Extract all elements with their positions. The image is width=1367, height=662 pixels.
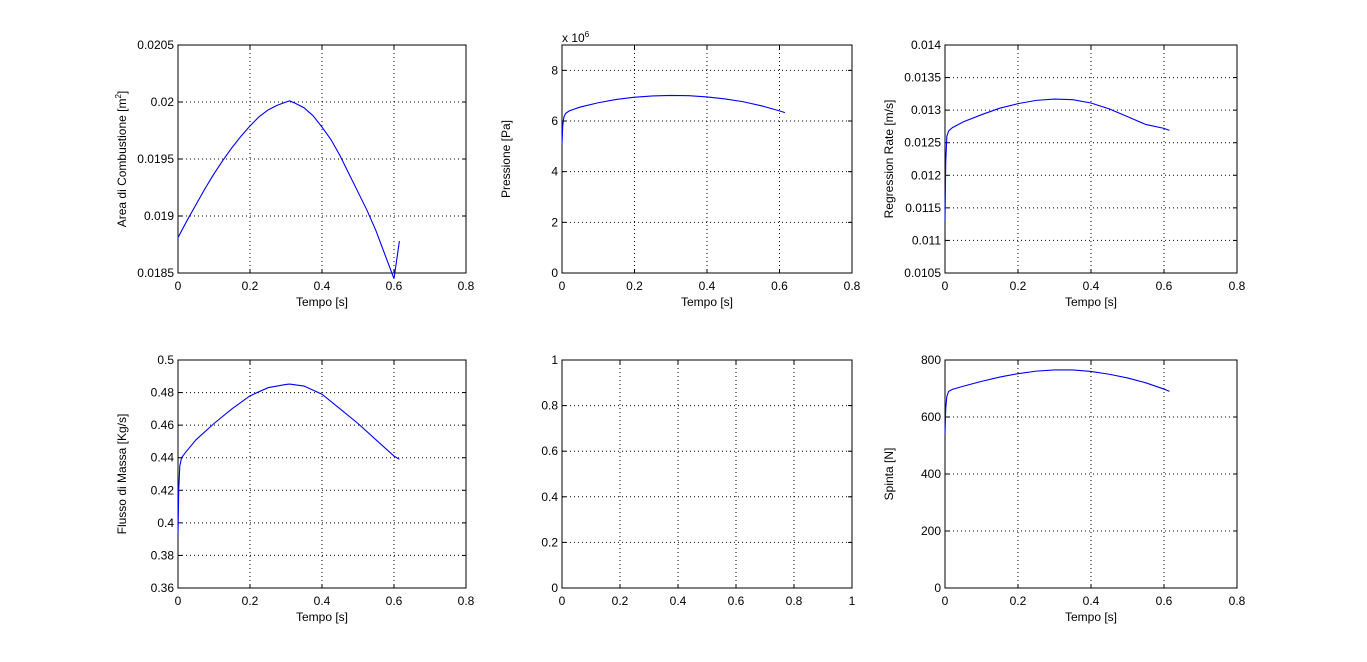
- y-tick-label: 0.0205: [137, 38, 174, 52]
- y-tick-label: 1: [551, 353, 558, 367]
- x-tick-label: 0.2: [626, 279, 643, 293]
- x-tick-label: 0.8: [844, 279, 861, 293]
- y-tick-label: 0.48: [151, 386, 175, 400]
- y-tick-label: 600: [921, 410, 941, 424]
- x-tick-label: 0.4: [1083, 279, 1100, 293]
- x-tick-label: 0.2: [1010, 594, 1027, 608]
- x-tick-label: 0.4: [314, 279, 331, 293]
- x-tick-label: 0.6: [386, 279, 403, 293]
- x-tick-label: 0.4: [670, 594, 687, 608]
- x-tick-label: 0: [175, 594, 182, 608]
- y-axis-label: Pressione [Pa]: [499, 120, 513, 198]
- x-tick-label: 0.2: [612, 594, 629, 608]
- series-line-4-1: [177, 383, 400, 535]
- y-tick-label: 0: [934, 581, 941, 595]
- y-tick-label: 0: [551, 266, 558, 280]
- x-tick-label: 0.8: [458, 279, 475, 293]
- series-line-3-1: [944, 98, 1170, 221]
- y-tick-label: 400: [921, 467, 941, 481]
- y-tick-label: 0: [551, 581, 558, 595]
- x-tick-label: 0.6: [728, 594, 745, 608]
- series-line-2-1: [561, 94, 786, 144]
- y-tick-label: 200: [921, 524, 941, 538]
- x-tick-label: 0.6: [1156, 279, 1173, 293]
- series-line-6-1: [944, 369, 1170, 435]
- x-tick-label: 0.8: [1229, 594, 1246, 608]
- x-tick-label: 0.6: [386, 594, 403, 608]
- y-tick-label: 0.6: [541, 444, 558, 458]
- x-tick-label: 0.2: [1010, 279, 1027, 293]
- y-tick-label: 0.2: [541, 535, 558, 549]
- x-tick-label: 0: [559, 279, 566, 293]
- y-tick-label: 0.0135: [904, 71, 941, 85]
- y-tick-label: 0.36: [151, 581, 175, 595]
- plot-area-5: [561, 359, 853, 589]
- y-tick-label: 0.012: [911, 168, 941, 182]
- y-tick-label: 0.5: [157, 353, 174, 367]
- y-tick-label: 8: [551, 63, 558, 77]
- y-tick-label: 0.0105: [904, 266, 941, 280]
- chart-panel-5: 0 0.2 0.4 0.6 0.8 1 0 0.2 0.4 0.6 0.8 1: [541, 353, 855, 608]
- y-axis-label: Spinta [N]: [882, 448, 896, 501]
- chart-panel-4: 0 0.2 0.4 0.6 0.8 0.36 0.38 0.4 0.42 0.44 0.46 0.48…: [115, 353, 475, 624]
- y-axis-label: Regression Rate [m/s]: [882, 100, 896, 219]
- y-tick-label: 0.4: [541, 490, 558, 504]
- y-tick-label: 6: [551, 114, 558, 128]
- y-tick-label: 0.019: [144, 209, 174, 223]
- y-tick-label: 0.44: [151, 451, 175, 465]
- chart-panel-2: 0 0.2 0.4 0.6 0.8 0 2 4 6 8 Tempo [s] Pressione [Pa…: [499, 30, 861, 309]
- y-tick-label: 0.013: [911, 103, 941, 117]
- x-tick-label: 0.8: [1229, 279, 1246, 293]
- series-line-1-1: [177, 100, 400, 279]
- x-tick-label: 0: [559, 594, 566, 608]
- x-tick-label: 0.2: [242, 279, 259, 293]
- x-axis-label: Tempo [s]: [681, 295, 733, 309]
- y-tick-label: 0.8: [541, 399, 558, 413]
- chart-panel-3: 0 0.2 0.4 0.6 0.8 0.0105 0.011 0.0115 0.012 0.012…: [882, 38, 1246, 309]
- x-tick-label: 0.4: [699, 279, 716, 293]
- x-tick-label: 0.4: [314, 594, 331, 608]
- y-tick-label: 4: [551, 165, 558, 179]
- y-tick-label: 0.02: [151, 95, 175, 109]
- y-tick-label: 0.0185: [137, 266, 174, 280]
- chart-panel-6: 0 0.2 0.4 0.6 0.8 0 200 400 600 800 Tempo [s] Spint…: [882, 353, 1246, 624]
- x-axis-label: Tempo [s]: [1065, 295, 1117, 309]
- y-tick-label: 2: [551, 215, 558, 229]
- plot-area-4: [177, 359, 467, 589]
- x-axis-label: Tempo [s]: [296, 295, 348, 309]
- x-tick-label: 0.8: [786, 594, 803, 608]
- y-tick-label: 0.0115: [905, 201, 941, 215]
- x-tick-label: 1: [849, 594, 856, 608]
- y-axis-label: Flusso di Massa [Kg/s]: [115, 414, 129, 535]
- y-tick-label: 0.46: [151, 418, 175, 432]
- x-tick-label: 0.6: [1156, 594, 1173, 608]
- x-tick-label: 0: [942, 594, 949, 608]
- x-tick-label: 0.2: [242, 594, 259, 608]
- x-tick-label: 0: [942, 279, 949, 293]
- y-tick-label: 0.011: [912, 233, 941, 247]
- x-tick-label: 0: [175, 279, 182, 293]
- y-tick-label: 800: [921, 353, 941, 367]
- y-tick-label: 0.42: [151, 483, 175, 497]
- x-tick-label: 0.6: [771, 279, 788, 293]
- x-tick-label: 0.4: [1083, 594, 1100, 608]
- y-tick-label: 0.4: [157, 516, 174, 530]
- y-tick-label: 0.014: [911, 38, 941, 52]
- y-tick-label: 0.0195: [137, 152, 174, 166]
- x-axis-label: Tempo [s]: [296, 610, 348, 624]
- plot-area-2: [561, 44, 853, 274]
- x-axis-label: Tempo [s]: [1065, 610, 1117, 624]
- chart-panel-1: 0 0.2 0.4 0.6 0.8 0.0185 0.019 0.0195 0.02 0.0205…: [114, 38, 475, 309]
- y-axis-multiplier: x 106: [562, 30, 590, 45]
- y-tick-label: 0.0125: [904, 136, 941, 150]
- x-tick-label: 0.8: [458, 594, 475, 608]
- y-tick-label: 0.38: [151, 548, 175, 562]
- plot-area-3: [944, 44, 1238, 274]
- y-axis-label: Area di Combustione [m2]: [114, 91, 129, 228]
